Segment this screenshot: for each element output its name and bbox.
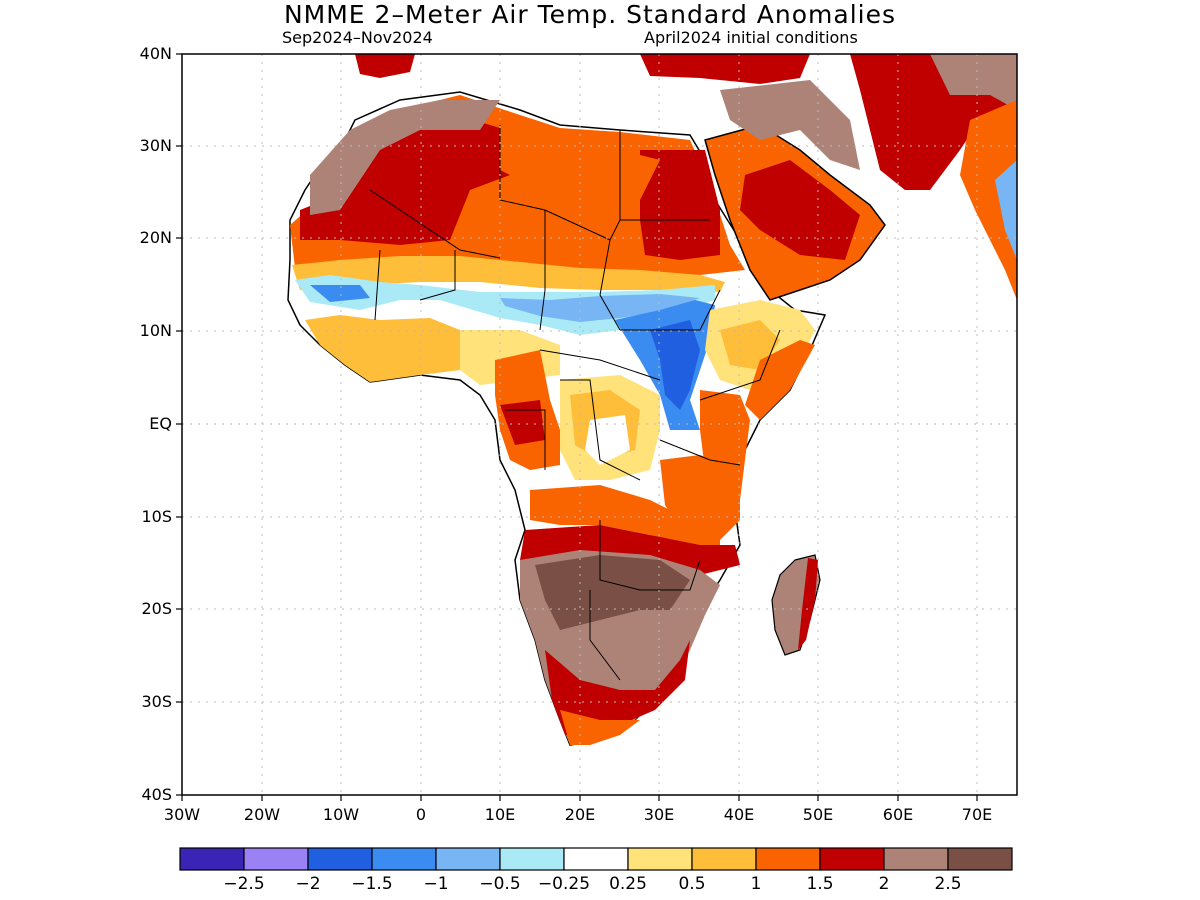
colorbar-swatch-6 <box>563 847 629 871</box>
lat-label-10n: 10N <box>139 321 172 340</box>
somalia-warm-shading <box>745 340 815 420</box>
colorbar-swatch-5 <box>499 847 565 871</box>
colorbar-label: 1.5 <box>806 874 834 894</box>
lon-label-60e: 60E <box>882 805 914 824</box>
lon-label-20w: 20W <box>243 805 281 824</box>
colorbar-swatch-1 <box>243 847 309 871</box>
colorbar-swatch-8 <box>691 847 757 871</box>
colorbar-label: 1 <box>750 874 762 894</box>
angola-warm-strip <box>530 485 720 545</box>
chad-cool-shading <box>500 294 700 322</box>
lon-label-70e: 70E <box>961 805 993 824</box>
lat-label-40n: 40N <box>139 44 172 63</box>
country-borders <box>369 125 781 681</box>
colorbar-swatch-9 <box>755 847 821 871</box>
colorbar-label: −1 <box>423 874 449 894</box>
lat-label-30n: 30N <box>139 136 172 155</box>
colorbar-label: −1.5 <box>351 874 393 894</box>
colorbar-label: 0.25 <box>609 874 647 894</box>
india-warm-shading <box>960 100 1017 300</box>
lat-label-20s: 20S <box>141 599 172 618</box>
anomaly-field <box>287 54 1017 746</box>
egypt-strong-warm-shading <box>640 150 720 260</box>
initial-conditions: April2024 initial conditions <box>644 28 858 47</box>
map-title: NMME 2–Meter Air Temp. Standard Anomalie… <box>283 0 897 29</box>
lon-label-10e: 10E <box>484 805 516 824</box>
colorbar-swatch-4 <box>435 847 501 871</box>
lon-label-30e: 30E <box>643 805 675 824</box>
colorbar-label: −2 <box>295 874 321 894</box>
india-cool-shading <box>995 160 1017 260</box>
lon-label-20e: 20E <box>564 805 596 824</box>
lon-label-0: 0 <box>415 805 427 824</box>
lat-label-10s: 10S <box>141 507 172 526</box>
lat-label-eq: EQ <box>149 414 172 433</box>
colorbar-swatch-3 <box>371 847 437 871</box>
lon-label-50e: 50E <box>802 805 834 824</box>
lon-label-40e: 40E <box>723 805 755 824</box>
colorbar-swatch-0 <box>179 847 245 871</box>
morocco-very-warm-shading <box>310 100 500 215</box>
sahara-strong-warm-shading <box>300 110 510 245</box>
south-sudan-cold-shading <box>650 320 700 410</box>
colorbar-label: −2.5 <box>223 874 265 894</box>
colorbar-swatch-7 <box>627 847 693 871</box>
lon-label-10w: 10W <box>322 805 360 824</box>
europe-warm-shading <box>355 54 415 78</box>
arabia-strong-warm-shading <box>740 160 860 260</box>
gridlines <box>182 54 1017 795</box>
colorbar-label: 2 <box>878 874 890 894</box>
colorbar-label: 0.5 <box>678 874 706 894</box>
west-africa-warm-shading <box>305 315 460 382</box>
turkey-warm-shading <box>640 54 810 84</box>
axis-ticks <box>176 53 978 801</box>
sahel-warm-strip <box>292 256 725 292</box>
south-africa-strong-warm-shading <box>545 640 690 735</box>
colorbar-swatch-12 <box>947 847 1013 871</box>
colorbar <box>179 847 1013 871</box>
lat-label-20n: 20N <box>139 228 172 247</box>
colorbar-swatch-2 <box>307 847 373 871</box>
colorbar-swatch-11 <box>883 847 949 871</box>
arabia-very-warm-shading <box>720 80 860 170</box>
lon-label-30w: 30W <box>163 805 201 824</box>
madagascar-strong-warm-shading <box>798 558 818 650</box>
gabon-strong-warm-shading <box>500 400 545 445</box>
forecast-period: Sep2024–Nov2024 <box>282 28 433 47</box>
lat-label-40s: 40S <box>141 785 172 804</box>
colorbar-swatch-10 <box>819 847 885 871</box>
colorbar-label: −0.5 <box>479 874 521 894</box>
iran-very-warm-shading <box>930 54 1017 110</box>
colorbar-label: −0.25 <box>537 874 591 894</box>
colorbar-label: 2.5 <box>934 874 962 894</box>
lat-label-30s: 30S <box>141 692 172 711</box>
sahel-cold-shading <box>310 285 370 302</box>
southern-africa-hot-shading <box>535 555 690 630</box>
